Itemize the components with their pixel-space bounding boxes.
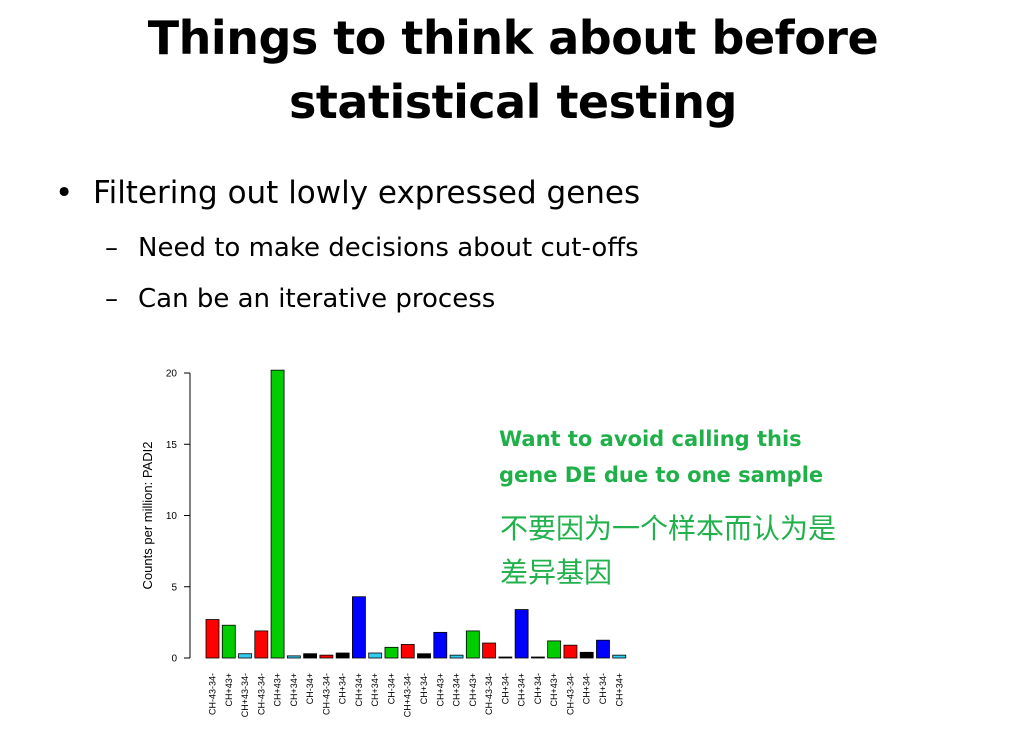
y-tick-label: 20 xyxy=(166,369,178,380)
callout-chinese: 不要因为一个样本而认为是 差异基因 xyxy=(500,507,920,595)
bar xyxy=(465,630,480,659)
x-tick-label: CH-43-34- xyxy=(321,673,331,715)
x-tick-label: CH-43-34- xyxy=(208,673,218,715)
x-tick-label: CH+34+ xyxy=(517,673,527,707)
x-tick-label: CH+43+ xyxy=(549,673,559,707)
x-tick-label: CH+34- xyxy=(582,673,592,704)
x-tick-label: CH+43+ xyxy=(224,673,234,707)
dash-icon: – xyxy=(105,233,118,263)
bar xyxy=(547,640,562,659)
sub-bullet-text: Need to make decisions about cut-offs xyxy=(138,233,639,263)
bar xyxy=(400,644,415,659)
x-tick-label: CH-43-34- xyxy=(565,673,575,715)
slide-title-line-1: Things to think about before xyxy=(147,11,879,65)
x-tick-label: CH+34+ xyxy=(354,673,364,707)
bar xyxy=(612,654,627,659)
bar xyxy=(530,656,545,659)
bar xyxy=(384,646,399,659)
bar xyxy=(319,654,334,659)
x-tick-label: CH-43-34- xyxy=(256,673,266,715)
x-tick-label: CH+34- xyxy=(419,673,429,704)
bar xyxy=(482,642,496,659)
bar xyxy=(221,624,236,659)
callout-english-line-2: gene DE due to one sample xyxy=(499,463,824,487)
x-tick-label: CH+34- xyxy=(500,673,510,704)
y-tick-label: 0 xyxy=(171,654,177,665)
x-tick-label: CH+34+ xyxy=(614,673,624,707)
bar xyxy=(596,639,610,659)
bar xyxy=(286,655,301,659)
bar xyxy=(352,596,366,659)
sub-bullet-text: Can be an iterative process xyxy=(138,284,496,314)
slide-title: Things to think about before statistical… xyxy=(0,6,1026,134)
bar xyxy=(433,631,448,659)
x-tick-label: CH-43-34- xyxy=(484,673,494,715)
x-tick-label: CH+34+ xyxy=(289,673,299,707)
x-tick-label: CH+43+ xyxy=(468,673,478,707)
bar xyxy=(254,630,269,659)
y-axis-label: Counts per million: PADI2 xyxy=(140,442,155,590)
bar xyxy=(563,644,578,659)
x-tick-label: CH+34- xyxy=(598,673,608,704)
bar xyxy=(498,656,513,659)
bar xyxy=(205,619,220,659)
bar xyxy=(514,609,529,659)
bar xyxy=(238,653,252,659)
slide-title-line-2: statistical testing xyxy=(289,75,737,129)
bar xyxy=(579,651,594,659)
callout-english: Want to avoid calling this gene DE due t… xyxy=(499,421,879,493)
chart-svg: 0 5 10 15 20 Counts per million: PADI2 CH-43-3… xyxy=(140,369,627,717)
bar xyxy=(417,653,431,659)
bar xyxy=(449,654,464,659)
bullet-dot-icon: • xyxy=(55,175,74,211)
dash-icon: – xyxy=(105,284,118,314)
callout-chinese-line-2: 差异基因 xyxy=(500,556,613,589)
y-tick-label: 15 xyxy=(166,440,178,451)
x-tick-label: CH+34+ xyxy=(452,673,462,707)
bar xyxy=(335,652,350,659)
callout-english-line-1: Want to avoid calling this xyxy=(499,427,802,451)
x-tick-label: CH+43-34- xyxy=(240,673,250,717)
callout-chinese-line-1: 不要因为一个样本而认为是 xyxy=(500,512,837,545)
bar xyxy=(368,652,383,659)
x-tick-label: CH+34- xyxy=(533,673,543,704)
x-tick-label: CH-34+ xyxy=(305,673,315,704)
bar xyxy=(270,369,285,659)
x-tick-label: CH+34+ xyxy=(370,673,380,707)
y-tick-label: 5 xyxy=(171,582,177,593)
y-tick-label: 10 xyxy=(166,511,178,522)
x-tick-label: CH+43-34- xyxy=(403,673,413,717)
padi2-bar-chart: 0 5 10 15 20 Counts per million: PADI2 CH-43-3… xyxy=(130,355,640,730)
bullet-text: Filtering out lowly expressed genes xyxy=(93,175,641,211)
bar xyxy=(303,653,318,659)
x-tick-label: CH+43+ xyxy=(435,673,445,707)
x-tick-label: CH+34- xyxy=(338,673,348,704)
x-tick-label: CH-34+ xyxy=(386,673,396,704)
x-tick-label: CH+43+ xyxy=(273,673,283,707)
